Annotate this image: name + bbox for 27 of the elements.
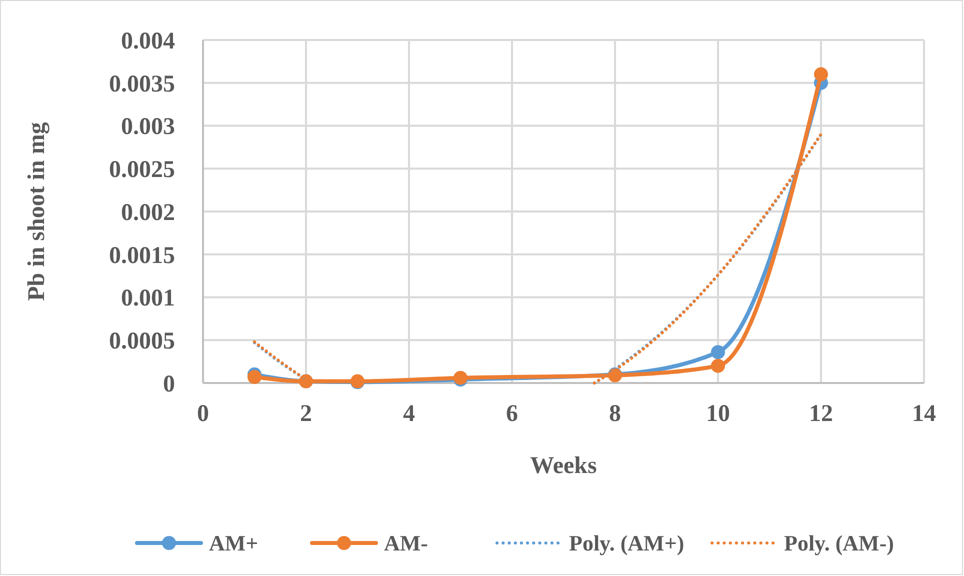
y-tick-label: 0.0035 [109, 71, 175, 98]
x-tick-label: 8 [609, 401, 621, 427]
y-tick-label: 0.002 [121, 200, 175, 226]
point [711, 345, 725, 360]
legend-label: AM- [384, 530, 428, 556]
point [711, 358, 725, 373]
x-tick-label: 12 [809, 401, 833, 427]
y-tick-label: 0.0025 [109, 157, 175, 184]
x-tick-label: 4 [403, 401, 415, 427]
legend-label: Poly. (AM-) [784, 530, 894, 556]
y-axis-title: Pb in shoot in mg [24, 122, 50, 301]
y-tick-label: 0.001 [121, 286, 175, 312]
x-tick-label: 14 [912, 401, 936, 427]
x-tick-label: 2 [300, 401, 312, 427]
point [248, 370, 262, 384]
y-tick-label: 0.003 [121, 114, 175, 140]
x-tick-label: 6 [506, 401, 518, 427]
x-axis-title: Weeks [530, 453, 597, 479]
y-tick-label: 0.0005 [109, 328, 175, 355]
x-tick-label: 0 [197, 401, 209, 427]
legend-label: Poly. (AM+) [569, 530, 684, 556]
y-tick-label: 0.0015 [109, 242, 175, 269]
y-tick-label: 0.004 [121, 28, 175, 54]
x-tick-label: 10 [706, 401, 730, 427]
y-tick-label: 0 [163, 371, 175, 398]
legend-label: AM+ [209, 530, 258, 556]
point [814, 67, 828, 82]
